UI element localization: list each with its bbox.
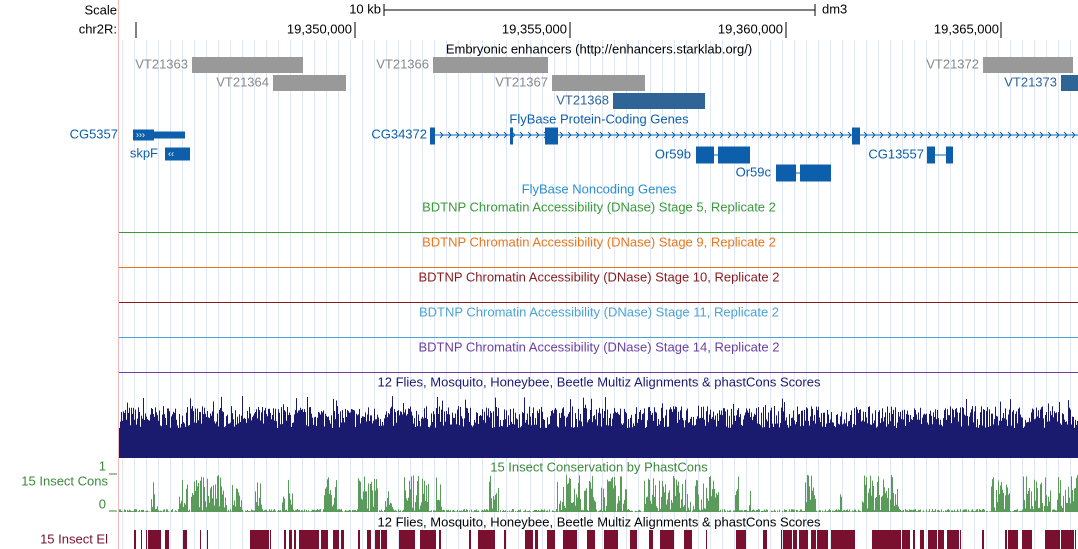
gene-label: CG13557 [868,146,924,161]
enhancer-label: VT21373 [1004,74,1057,89]
strand-arrows: ‹‹ [168,148,174,158]
enhancer-label: VT21366 [376,56,429,71]
enhancer [433,57,548,73]
exon [545,127,558,145]
exon [852,127,860,145]
enhancer-label: VT21363 [135,56,188,71]
track-title: 12 Flies, Mosquito, Honeybee, Beetle Mul… [378,374,821,389]
exon [718,146,750,164]
track-title: Embryonic enhancers (http://enhancers.st… [446,41,752,56]
enhancer [1061,75,1078,91]
track-title: BDTNP Chromatin Accessibility (DNase) St… [418,339,779,354]
axis-label: 0 [99,496,106,511]
exon [165,147,190,161]
gene-label: Or59b [655,146,691,161]
element-blocks [134,530,1076,549]
exon [927,146,935,164]
enhancer [552,75,645,91]
enhancer [192,57,303,73]
enhancer-label: VT21372 [926,56,979,71]
position-label: 19,355,000 [502,21,567,36]
gene-label: CG5357 [70,126,118,141]
enhancer [613,93,705,109]
scale-label: Scale [84,2,117,17]
exon [510,127,513,145]
gene-label: skpF [130,145,158,160]
track-title: FlyBase Noncoding Genes [522,181,677,196]
exon [800,164,831,182]
exon [776,164,796,182]
strand-arrows [439,131,1076,139]
gene-label: CG34372 [371,126,427,141]
track-title: BDTNP Chromatin Accessibility (DNase) St… [422,199,776,214]
multiz-wiggle [119,396,1078,458]
assembly: dm3 [822,1,847,16]
enhancer-label: VT21364 [216,74,269,89]
track-title: 15 Insect Conservation by PhastCons [490,459,708,474]
position-label: 19,360,000 [718,21,783,36]
enhancer-label: VT21367 [495,74,548,89]
exon [696,146,714,164]
enhancer [983,57,1073,73]
enhancer-label: VT21368 [556,92,609,107]
phastcons-wiggle [119,475,1078,512]
chrom-label: chr2R: [79,21,117,36]
side-label: 15 Insect Cons [21,473,108,488]
enhancer [273,75,346,91]
exon [430,127,435,145]
strand-arrows: ››› [136,129,145,139]
track-title: BDTNP Chromatin Accessibility (DNase) St… [419,304,779,319]
position-label: 19,365,000 [934,21,999,36]
position-label: 19,350,000 [287,21,352,36]
axis-label: 1 [99,458,106,473]
side-label: 15 Insect El [40,531,108,546]
guide-lines [122,40,1071,549]
gene-label: Or59c [736,164,772,179]
track-title: BDTNP Chromatin Accessibility (DNase) St… [422,234,776,249]
track-title: 12 Flies, Mosquito, Honeybee, Beetle Mul… [378,514,821,529]
exon [946,146,953,164]
exon [133,131,185,139]
scale-length: 10 kb [349,1,381,16]
track-title: FlyBase Protein-Coding Genes [509,111,689,126]
track-title: BDTNP Chromatin Accessibility (DNase) St… [418,269,779,284]
exon [133,129,154,141]
